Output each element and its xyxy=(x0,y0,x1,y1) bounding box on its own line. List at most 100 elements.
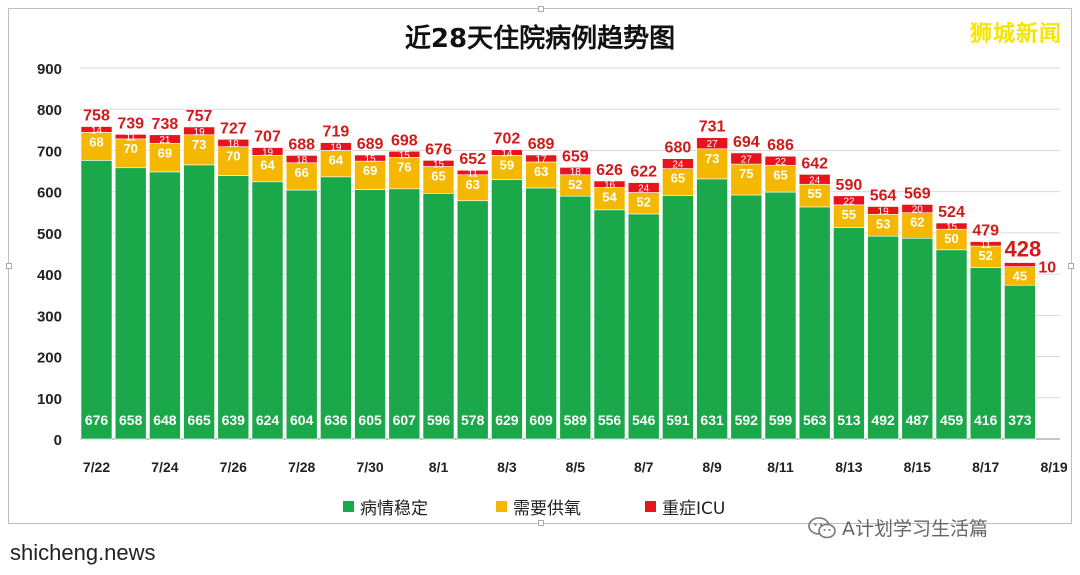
bar-icu xyxy=(422,160,455,167)
data-label-oxygen: 68 xyxy=(89,134,103,149)
data-label-total: 642 xyxy=(801,155,828,172)
data-label-icu: 11 xyxy=(981,240,992,251)
bar-oxygen xyxy=(251,155,284,183)
bar-icu xyxy=(285,155,318,164)
x-tick-label: 7/26 xyxy=(220,459,247,475)
bar-icu xyxy=(696,137,728,150)
data-label-stable: 592 xyxy=(735,412,759,428)
data-label-total: 622 xyxy=(630,164,657,181)
data-label-icu: 19 xyxy=(194,127,206,138)
bar-stable xyxy=(285,189,318,440)
data-label-oxygen: 65 xyxy=(773,167,787,182)
data-label-total: 702 xyxy=(494,131,521,148)
data-label-stable: 578 xyxy=(461,412,485,428)
bar-icu xyxy=(798,174,831,185)
data-label-oxygen: 69 xyxy=(158,145,172,160)
bar-icu xyxy=(251,147,284,156)
data-label-total: 676 xyxy=(425,141,452,158)
data-label-oxygen: 73 xyxy=(705,151,719,166)
bar-oxygen xyxy=(491,155,523,181)
resize-handle[interactable] xyxy=(6,263,12,269)
data-label-icu: 21 xyxy=(159,135,171,146)
data-label-stable: 624 xyxy=(256,412,280,428)
data-label-icu: 24 xyxy=(638,184,650,195)
bar-stable xyxy=(901,237,934,440)
bar-stable xyxy=(798,206,831,440)
data-label-icu: 16 xyxy=(604,180,616,191)
data-label-stable: 373 xyxy=(1008,412,1032,428)
data-label-total: 659 xyxy=(562,148,589,165)
data-label-oxygen: 62 xyxy=(910,215,924,230)
bar-stable xyxy=(559,195,592,440)
bar-stable xyxy=(217,175,250,440)
bar-icu xyxy=(764,155,797,166)
data-label-total: 738 xyxy=(152,116,179,133)
data-label-stable: 563 xyxy=(803,412,827,428)
data-label-icu: 19 xyxy=(878,206,890,217)
data-label-icu: 18 xyxy=(228,139,240,150)
footer-watermark: shicheng.news xyxy=(10,540,156,566)
data-label-total: 479 xyxy=(972,223,999,240)
bar-icu xyxy=(114,134,147,140)
data-label-oxygen: 64 xyxy=(329,152,344,167)
bar-stable xyxy=(114,167,147,440)
data-label-stable: 416 xyxy=(974,412,998,428)
y-tick-label: 200 xyxy=(37,350,62,367)
bar-oxygen xyxy=(149,143,181,173)
data-label-total: 680 xyxy=(665,140,692,157)
data-label-stable: 648 xyxy=(153,412,177,428)
data-label-oxygen: 53 xyxy=(876,216,890,231)
bar-icu xyxy=(354,154,386,162)
data-label-total: 739 xyxy=(117,115,144,132)
data-label-oxygen: 52 xyxy=(636,194,650,209)
bar-stable xyxy=(969,267,1002,440)
brand-watermark: 狮城新闻 xyxy=(969,22,1062,47)
data-label-total: 564 xyxy=(870,188,897,205)
bar-icu xyxy=(456,169,489,176)
bar-icu xyxy=(593,180,626,188)
bar-oxygen xyxy=(422,166,455,194)
wechat-icon xyxy=(808,516,836,538)
x-tick-label: 7/30 xyxy=(356,459,383,475)
chart-title: 近28天住院病例趋势图 xyxy=(404,24,676,54)
legend-label-oxygen: 需要供氧 xyxy=(513,499,581,519)
bar-stable xyxy=(730,194,763,440)
data-label-stable: 658 xyxy=(119,412,143,428)
data-label-icu: 18 xyxy=(570,167,582,178)
data-label-oxygen: 70 xyxy=(123,141,137,156)
bar-icu xyxy=(867,206,899,215)
data-label-stable: 636 xyxy=(324,412,348,428)
data-label-icu: 14 xyxy=(501,149,513,160)
resize-handle[interactable] xyxy=(538,520,544,526)
x-tick-label: 8/7 xyxy=(634,459,654,475)
data-label-stable: 607 xyxy=(393,412,417,428)
data-label-oxygen: 45 xyxy=(1013,269,1027,284)
x-tick-label: 8/3 xyxy=(497,459,517,475)
data-label-total: 428 xyxy=(1005,237,1042,262)
resize-handle[interactable] xyxy=(538,6,544,12)
data-label-icu: 27 xyxy=(741,154,753,165)
bar-icu xyxy=(525,154,557,163)
legend-swatch-stable xyxy=(343,501,354,512)
y-tick-label: 0 xyxy=(54,432,62,449)
bar-oxygen xyxy=(354,160,386,190)
data-label-oxygen: 50 xyxy=(944,231,958,246)
bar-stable xyxy=(764,191,797,440)
y-tick-label: 600 xyxy=(37,185,62,202)
data-label-oxygen: 66 xyxy=(294,165,308,180)
bar-icu xyxy=(1004,262,1036,267)
bar-icu xyxy=(833,195,865,206)
data-label-icu: 24 xyxy=(809,175,821,186)
data-label-total: 694 xyxy=(733,134,760,151)
data-label-stable: 556 xyxy=(598,412,622,428)
resize-handle[interactable] xyxy=(1068,263,1074,269)
bar-stable xyxy=(935,249,968,440)
y-tick-label: 800 xyxy=(37,102,62,119)
legend-item-icu: 重症ICU xyxy=(645,494,725,519)
bar-stable xyxy=(149,171,181,440)
x-tick-label: 8/5 xyxy=(566,459,586,475)
bar-stable xyxy=(593,209,626,440)
bar-oxygen xyxy=(80,132,113,161)
x-tick-label: 7/24 xyxy=(151,459,178,475)
bar-icu xyxy=(491,149,523,156)
